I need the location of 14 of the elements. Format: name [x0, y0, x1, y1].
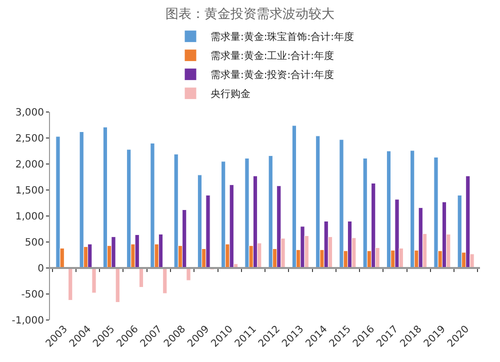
- y-tick-label: 1,500: [15, 186, 44, 196]
- y-tick-label: 0: [38, 264, 44, 274]
- chart-title: 图表：黄金投资需求波动较大: [166, 7, 334, 22]
- legend-label: 央行购金: [210, 88, 250, 100]
- y-tick-label: -500: [21, 290, 44, 300]
- y-tick-label: 2,000: [15, 160, 44, 170]
- legend-label: 需求量:黄金:工业:合计:年度: [210, 50, 334, 62]
- y-tick-label: -1,000: [12, 316, 44, 326]
- y-tick-label: 2,500: [15, 134, 44, 144]
- legend-label: 需求量:黄金:投资:合计:年度: [210, 69, 334, 82]
- y-tick-label: 3,000: [15, 108, 44, 118]
- y-tick-label: 1,000: [15, 212, 44, 222]
- y-tick-label: 500: [24, 238, 44, 248]
- legend-label: 需求量:黄金:珠宝首饰:合计:年度: [210, 31, 354, 44]
